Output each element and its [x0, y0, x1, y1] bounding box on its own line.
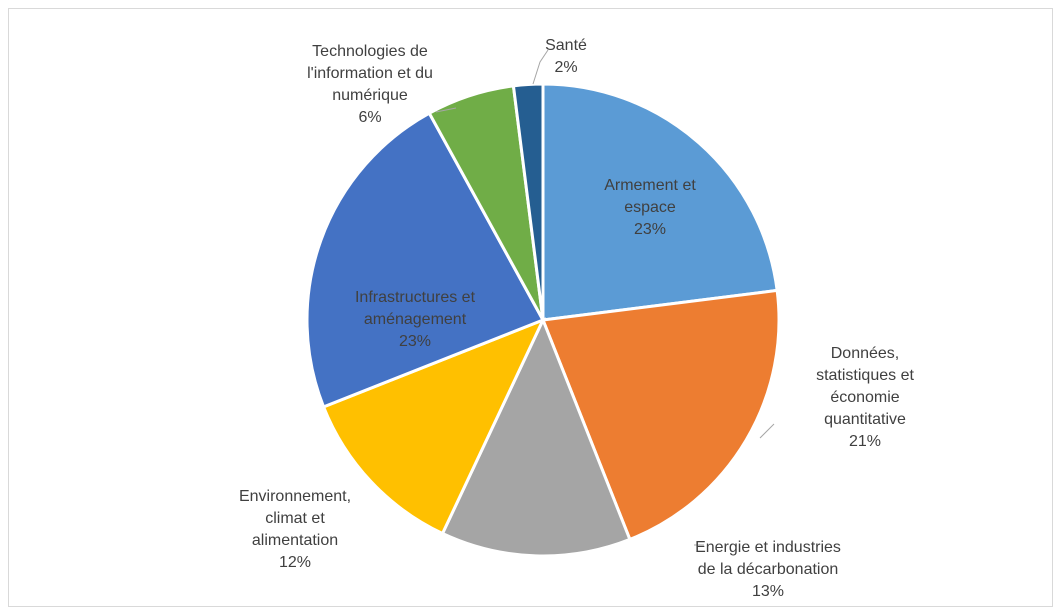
leader-line	[435, 107, 457, 113]
pie-slice	[305, 111, 546, 409]
pie-slice	[511, 82, 545, 321]
leader-lines	[435, 49, 775, 546]
slice-label: Environnement, climat et alimentation 12%	[220, 486, 370, 574]
slice-label: Infrastructures et aménagement 23%	[323, 287, 508, 353]
value-label: 23%	[633, 221, 667, 238]
value-label: 2%	[554, 59, 578, 76]
category-name: Infrastructures et aménagement	[354, 289, 476, 328]
value-label: 12%	[278, 554, 312, 571]
leader-line	[759, 423, 775, 439]
slice-label: Santé 2%	[536, 35, 596, 79]
value-label: 23%	[398, 333, 432, 350]
category-name: Armement et espace	[604, 177, 696, 216]
slice-label: Données, statistiques et économie quanti…	[790, 343, 940, 453]
category-name: Energie et industries de la décarbonatio…	[695, 539, 841, 578]
category-name: Santé	[545, 37, 587, 54]
leader-line	[532, 49, 549, 85]
slice-label: Armement et espace 23%	[588, 175, 713, 241]
value-label: 13%	[751, 583, 785, 600]
slice-label: Technologies de l'information et du numé…	[273, 41, 468, 129]
category-name: Technologies de l'information et du numé…	[307, 43, 433, 104]
slice-label: Energie et industries de la décarbonatio…	[688, 537, 848, 603]
category-name: Environnement, climat et alimentation	[238, 488, 352, 549]
value-label: 6%	[358, 109, 382, 126]
pie-slice	[541, 82, 779, 322]
pie-slice	[321, 317, 546, 536]
category-name: Données, statistiques et économie quanti…	[816, 345, 914, 428]
slices	[305, 82, 781, 558]
pie-slice	[440, 316, 632, 558]
pie-slice	[540, 288, 781, 542]
value-label: 21%	[848, 433, 882, 450]
